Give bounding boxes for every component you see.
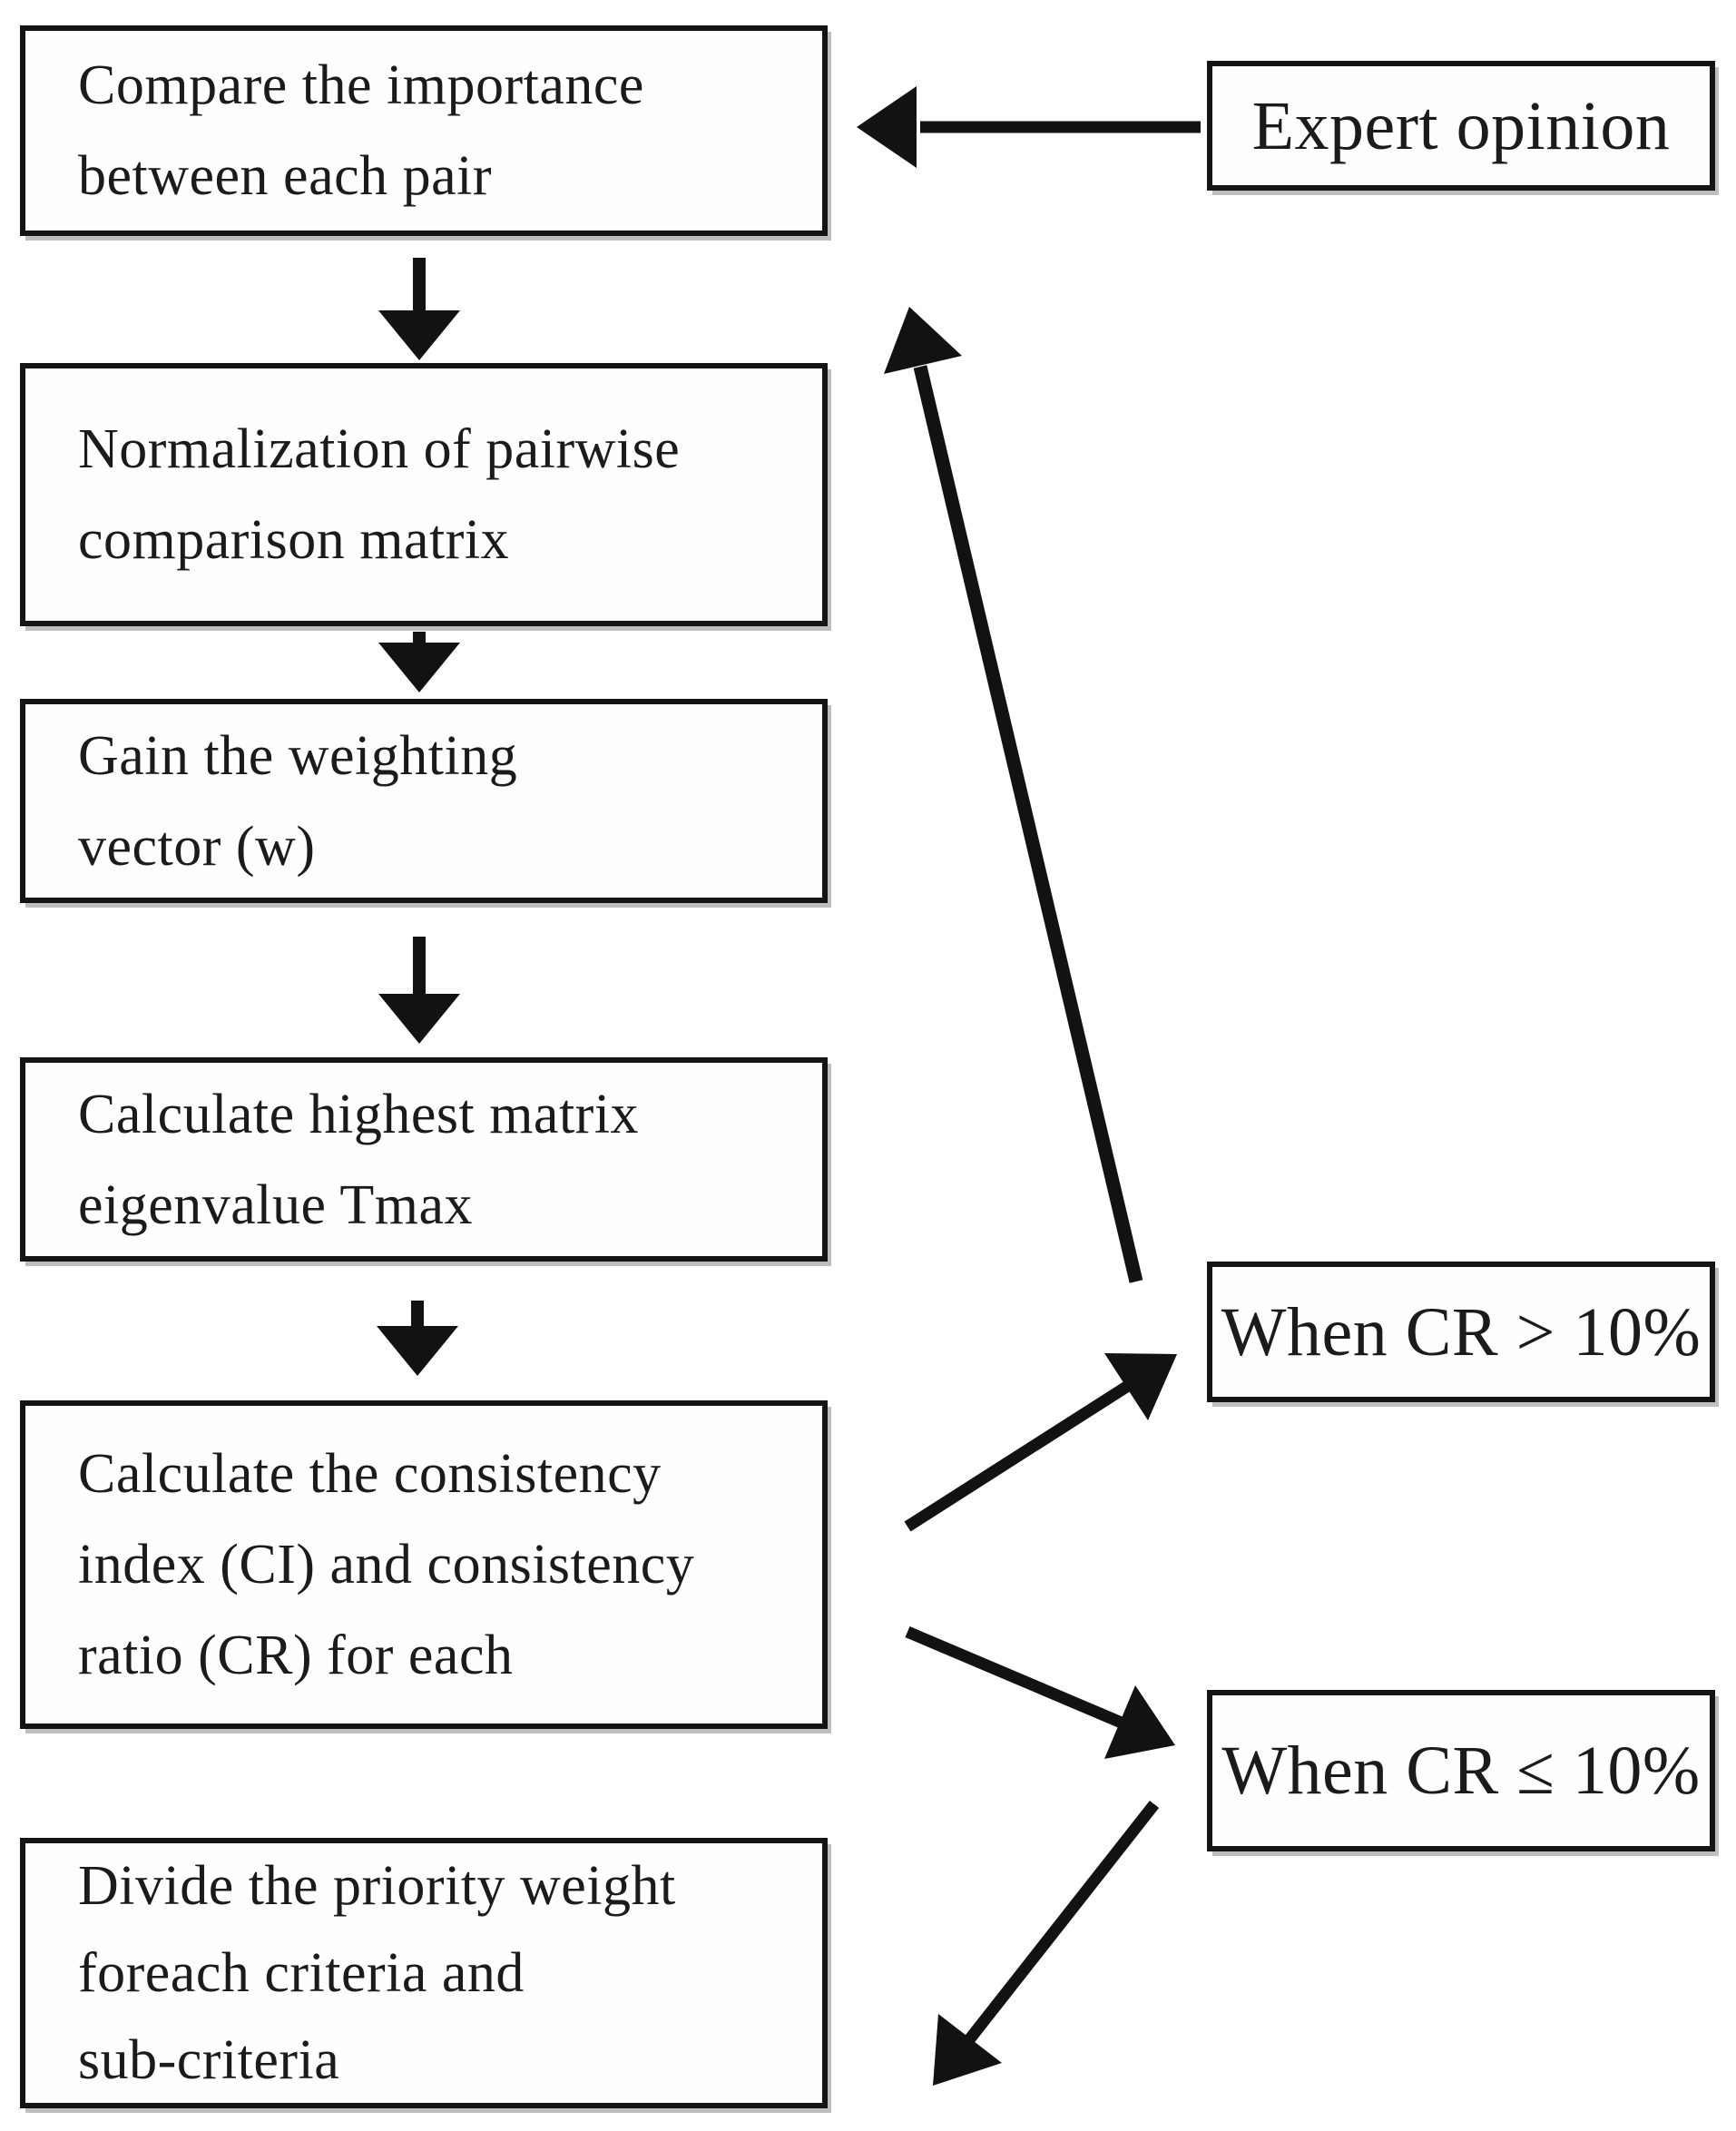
side-node-expert-opinion: Expert opinion [1207,61,1715,191]
side-node-label: When CR ≤ 10% [1221,1733,1701,1809]
flow-step-line: Gain the weighting [78,724,518,787]
side-node-label: Expert opinion [1251,87,1671,164]
arrow-eigenvalue-to-consistency [377,1301,458,1376]
side-node-label: When CR > 10% [1221,1293,1702,1370]
flow-step-line: index (CI) and consistency [78,1534,695,1596]
flow-step-divide-priority: Divide the priority weight foreach crite… [20,1838,828,2108]
flow-step-line: Compare the importance [78,54,644,116]
flow-step-weighting-vector: Gain the weighting vector (w) [20,699,828,903]
side-node-when-cr-le-10: When CR ≤ 10% [1207,1690,1715,1851]
flow-step-line: Calculate highest matrix [78,1083,640,1145]
arrow-expert-to-compare [857,86,1201,168]
arrow-consistency-to-cr-gt-10 [904,1353,1177,1532]
flow-step-line: sub-criteria [78,2029,340,2091]
flow-step-line: eigenvalue Tmax [78,1174,474,1236]
flow-step-line: Divide the priority weight [78,1855,676,1917]
flow-step-line: ratio (CR) for each [78,1625,514,1686]
arrow-feedback-cr-gt-10-to-compare [884,307,1143,1283]
flow-step-line: comparison matrix [78,509,510,571]
arrow-cr-le-10-to-divide [933,1800,1160,2086]
flow-step-line: Calculate the consistency [78,1443,662,1505]
arrow-consistency-to-cr-le-10 [905,1626,1175,1759]
flow-step-line: foreach criteria and [78,1942,525,2004]
arrow-compare-to-normalization [378,258,460,360]
flow-step-consistency: Calculate the consistency index (CI) and… [20,1400,828,1729]
flow-step-compare-importance: Compare the importance between each pair [20,25,828,236]
side-node-when-cr-gt-10: When CR > 10% [1207,1262,1715,1402]
arrow-weighting-to-eigenvalue [378,937,460,1044]
flow-step-eigenvalue: Calculate highest matrix eigenvalue Tmax [20,1057,828,1262]
arrow-normalization-to-weighting [378,632,460,692]
flow-step-line: between each pair [78,145,493,207]
flow-step-line: Normalization of pairwise [78,418,681,480]
flow-step-normalization: Normalization of pairwise comparison mat… [20,363,828,626]
flow-step-line: vector (w) [78,815,316,878]
